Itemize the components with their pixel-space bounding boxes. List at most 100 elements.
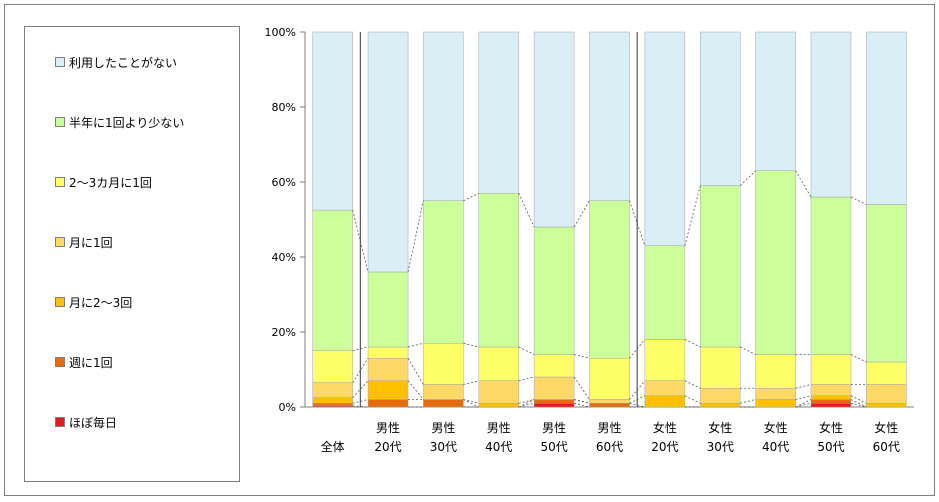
series-connector xyxy=(795,402,812,408)
bar-segment xyxy=(755,31,796,171)
bar-segment xyxy=(866,384,907,404)
legend-item: 半年に1回より少ない xyxy=(55,113,184,131)
legend-item: 月に1回 xyxy=(55,233,113,251)
category-label: 40代 xyxy=(485,440,512,454)
category-label: 20代 xyxy=(374,440,401,454)
category-label: 30代 xyxy=(430,440,457,454)
bar-segment xyxy=(866,403,907,408)
bar-segment xyxy=(810,399,852,404)
series-connector xyxy=(684,380,701,389)
series-connector xyxy=(739,170,756,187)
bar-segment xyxy=(866,31,907,205)
bar-segment xyxy=(312,403,353,407)
bar-segment xyxy=(589,200,630,359)
series-connector xyxy=(407,380,424,400)
series-connector xyxy=(407,200,424,273)
bar-segment xyxy=(699,403,741,408)
series-connector xyxy=(795,399,812,408)
category-label: 20代 xyxy=(651,440,678,454)
bar-segment xyxy=(589,399,630,404)
series-connector xyxy=(573,376,590,400)
series-connector xyxy=(574,354,590,359)
bar-segment xyxy=(478,346,520,381)
bar-segment xyxy=(533,354,575,378)
legend-swatch xyxy=(55,117,65,127)
series-connector xyxy=(518,346,535,355)
legend-label: 週に1回 xyxy=(69,355,113,370)
series-connector xyxy=(574,402,590,408)
series-connector xyxy=(352,358,369,383)
series-connector xyxy=(795,170,812,198)
bar-segment xyxy=(589,403,630,408)
series-connector xyxy=(850,399,867,408)
bar-segment xyxy=(699,185,741,348)
series-connector xyxy=(352,210,369,273)
bar-segment xyxy=(533,376,575,400)
bar-segment xyxy=(755,388,796,400)
bar-segment xyxy=(644,339,686,381)
category-label: 60代 xyxy=(873,440,900,454)
bar-segment xyxy=(644,31,686,246)
bar-segment xyxy=(533,403,575,408)
series-connector xyxy=(407,358,424,385)
series-connector xyxy=(850,402,867,408)
bar-segment xyxy=(312,397,353,404)
legend-label: 月に2〜3回 xyxy=(69,295,133,310)
bar-segment xyxy=(755,170,796,355)
bar-segment xyxy=(644,380,686,396)
legend: 利用したことがない 半年に1回より少ない 2〜3カ月に1回月に1回月に2〜3回 週に1… xyxy=(24,26,240,482)
series-connector xyxy=(850,196,867,205)
bar-segment xyxy=(423,384,464,400)
category-label: 30代 xyxy=(707,440,734,454)
series-connector xyxy=(850,395,867,404)
series-connector xyxy=(629,402,645,408)
series-connector xyxy=(463,380,479,385)
legend-item: 2〜3カ月に1回 xyxy=(55,173,152,191)
bar-segment xyxy=(810,354,852,385)
series-connector xyxy=(463,342,479,348)
legend-swatch xyxy=(55,177,65,187)
category-label: 女性 xyxy=(764,420,788,435)
bar-segment xyxy=(866,361,907,385)
bar-segment xyxy=(478,193,520,348)
y-tick-label: 0% xyxy=(279,401,296,414)
series-connector xyxy=(463,192,479,202)
bar-segment xyxy=(423,343,464,385)
series-connector xyxy=(352,399,369,404)
category-label: 50代 xyxy=(817,440,844,454)
bar-segment xyxy=(367,31,409,273)
legend-item: 週に1回 xyxy=(55,353,113,371)
bar-segment xyxy=(866,204,907,363)
category-label: 男性 xyxy=(431,421,455,435)
category-label: 男性 xyxy=(487,421,511,435)
legend-label: 月に1回 xyxy=(69,235,113,250)
legend-label: 利用したことがない xyxy=(69,55,178,70)
bar-segment xyxy=(589,31,630,201)
bar-segment xyxy=(423,399,464,408)
category-label: 女性 xyxy=(653,420,677,435)
category-label: 全体 xyxy=(321,439,345,454)
bar-segment xyxy=(699,346,741,389)
bar-segment xyxy=(312,350,353,383)
bar-segment xyxy=(810,196,852,355)
series-connector xyxy=(463,399,479,404)
series-connector xyxy=(684,395,701,404)
legend-swatch xyxy=(55,417,65,427)
legend-item: 月に2〜3回 xyxy=(55,293,132,311)
category-label: 60代 xyxy=(596,440,623,454)
legend-label: 半年に1回より少ない xyxy=(69,115,185,130)
bar-segment xyxy=(533,226,575,355)
series-connector xyxy=(684,339,701,348)
legend-item: ほぼ毎日 xyxy=(55,413,117,431)
series-connector xyxy=(684,185,701,246)
y-tick-label: 80% xyxy=(272,101,296,114)
y-tick-label: 60% xyxy=(272,176,296,189)
legend-swatch xyxy=(55,357,65,367)
category-label: 40代 xyxy=(762,440,789,454)
bar-segment xyxy=(367,399,409,408)
series-connector xyxy=(518,399,535,404)
legend-swatch xyxy=(55,237,65,247)
category-label: 女性 xyxy=(819,420,843,435)
bar-segment xyxy=(312,382,353,398)
